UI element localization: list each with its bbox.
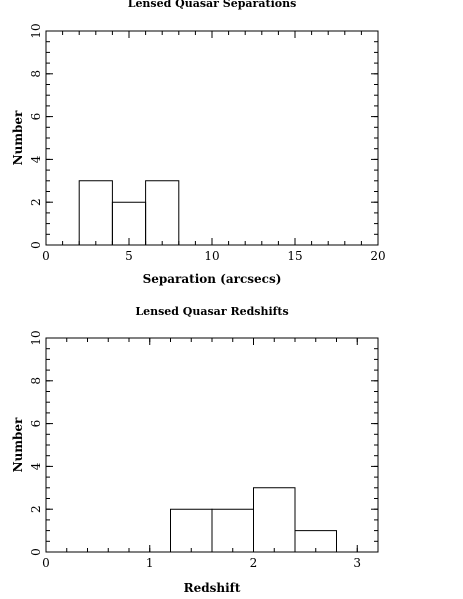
y-tick-label: 10 [29,330,43,345]
histogram-bar [294,530,337,552]
separations-title: Lensed Quasar Separations [128,0,297,10]
histogram-bar [211,508,254,552]
x-tick-label: 5 [125,249,133,263]
separations-ticks: 0 5 10 15 20 0 2 4 6 8 10 [29,23,386,263]
y-tick-label: 0 [29,241,43,249]
y-tick-label: 4 [29,155,43,163]
histogram-bar [253,487,296,552]
y-tick-label: 0 [29,548,43,556]
separations-x-axis-label: Separation (arcsecs) [143,272,282,286]
x-tick-label: 0 [42,249,50,263]
separations-plot-frame [45,30,379,246]
separations-histogram [78,180,180,245]
y-tick-label: 4 [29,462,43,470]
redshifts-ticks: 0 1 2 3 0 2 4 6 8 10 [29,330,379,570]
x-tick-label: 3 [353,556,361,570]
y-tick-label: 2 [29,505,43,513]
redshifts-histogram [170,487,337,552]
redshifts-x-axis-label: Redshift [184,581,241,595]
x-tick-label: 10 [204,249,219,263]
x-tick-label: 2 [250,556,258,570]
y-tick-label: 10 [29,23,43,38]
redshifts-panel: Lensed Quasar Redshifts 0 1 2 3 0 2 4 6 8 10 Reds… [11,305,379,595]
y-tick-label: 6 [29,420,43,428]
x-tick-label: 15 [287,249,302,263]
histogram-bar [78,180,113,245]
x-tick-label: 0 [42,556,50,570]
redshifts-y-axis-label: Number [11,417,25,472]
separations-panel: Lensed Quasar Separations 0 5 10 15 20 0 2 4 6 8 1… [11,0,386,286]
y-tick-label: 2 [29,198,43,206]
histogram-bar [170,508,213,552]
x-tick-label: 1 [146,556,154,570]
y-tick-label: 6 [29,113,43,121]
separations-y-axis-label: Number [11,110,25,165]
y-tick-label: 8 [29,70,43,78]
redshifts-title: Lensed Quasar Redshifts [135,305,288,318]
y-tick-label: 8 [29,377,43,385]
x-tick-label: 20 [370,249,385,263]
histogram-bar [145,180,180,245]
